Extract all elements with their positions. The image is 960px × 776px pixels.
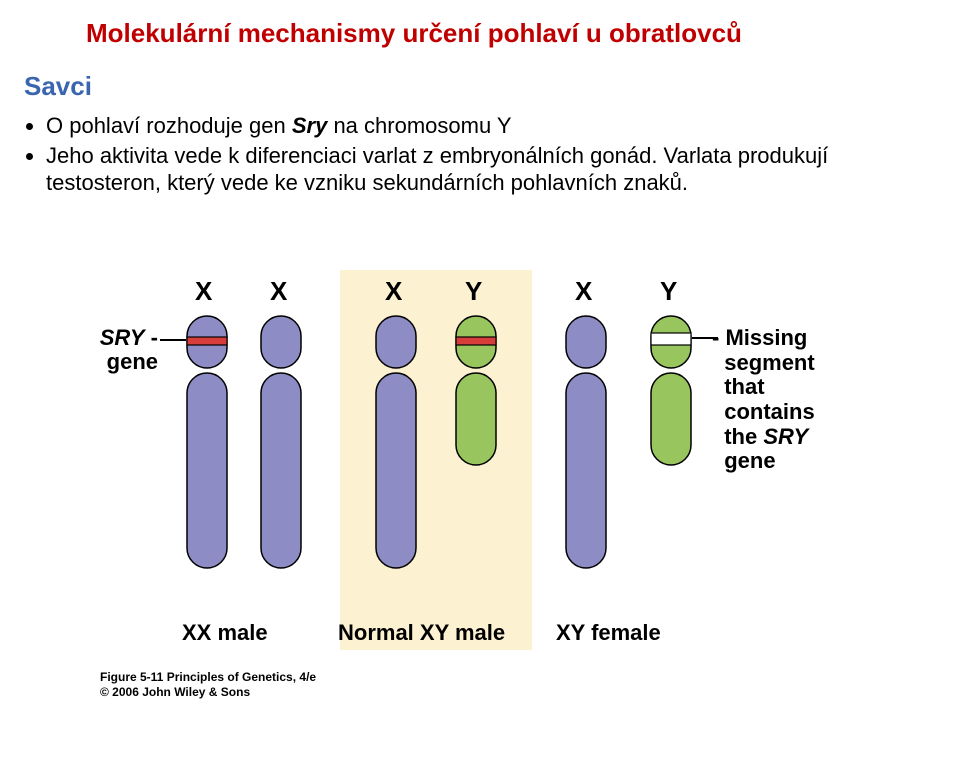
sry-gene-label: SRY -gene xyxy=(88,326,158,374)
chromosome-X xyxy=(260,315,302,577)
bullet-item: O pohlaví rozhoduje gen Sry na chromosom… xyxy=(46,112,900,140)
chromosome-letter: X xyxy=(270,276,287,307)
bullet-item: Jeho aktivita vede k diferenciaci varlat… xyxy=(46,142,900,197)
chromosome-Y xyxy=(650,315,692,474)
chromosome-X xyxy=(375,315,417,577)
bullet-text: na chromosomu Y xyxy=(327,113,511,138)
chromosome-letter: X xyxy=(385,276,402,307)
page-title: Molekulární mechanismy určení pohlaví u … xyxy=(0,0,960,49)
chromosome-letter: Y xyxy=(465,276,482,307)
bullet-text: O pohlaví rozhoduje gen xyxy=(46,113,292,138)
bullet-list: O pohlaví rozhoduje gen Sry na chromosom… xyxy=(0,102,960,197)
genotype-label: XY female xyxy=(556,620,661,646)
chromosome-letter: X xyxy=(575,276,592,307)
missing-segment-label: - Missing segment that contains the SRY … xyxy=(712,326,815,474)
gene-name: Sry xyxy=(292,113,327,138)
figure-credit: Figure 5-11 Principles of Genetics, 4/e©… xyxy=(100,670,316,700)
chromosome-letter: X xyxy=(195,276,212,307)
sry-diagram: XXXYXY SRY -gene- Missing segment that c… xyxy=(110,270,850,740)
highlight-panel xyxy=(340,270,532,650)
chromosome-X xyxy=(186,315,228,577)
chromosome-letter: Y xyxy=(660,276,677,307)
genotype-label: Normal XY male xyxy=(338,620,505,646)
section-heading: Savci xyxy=(0,49,960,102)
sry-pointer xyxy=(160,339,186,341)
chromosome-Y xyxy=(455,315,497,474)
chromosome-X xyxy=(565,315,607,577)
genotype-label: XX male xyxy=(182,620,268,646)
